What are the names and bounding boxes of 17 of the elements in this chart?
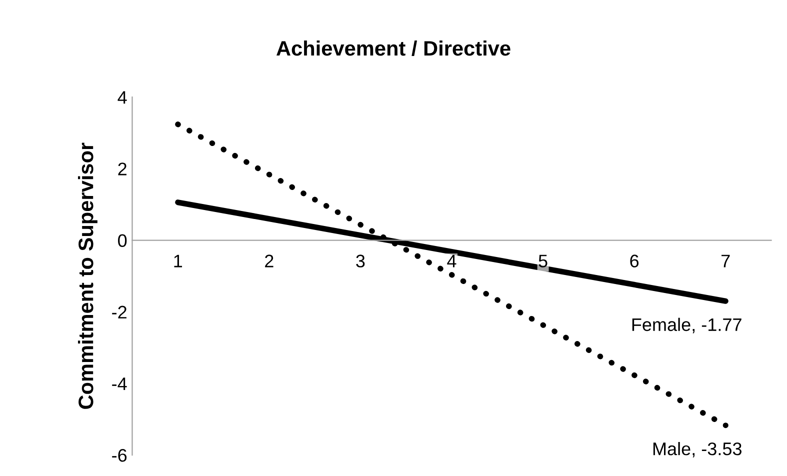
x-tick-label: 6	[630, 254, 639, 268]
y-tick-label: -4	[112, 378, 127, 390]
y-axis-title: Commitment to Supervisor	[78, 142, 98, 409]
x-tick-label: 1	[174, 254, 182, 268]
x-tick-label: 5	[538, 254, 548, 268]
y-tick-label: 0	[118, 234, 127, 248]
y-tick-label: -2	[112, 306, 126, 318]
y-tick-label: 4	[118, 91, 127, 104]
annotation: Female, -1.77	[632, 318, 742, 334]
x-tick-label: 4	[447, 254, 456, 268]
annotation: Male, -3.53	[653, 442, 742, 458]
chart-title: Achievement / Directive	[276, 40, 510, 56]
x-tick-label: 2	[265, 254, 274, 268]
x-tick-label: 3	[356, 254, 365, 268]
y-tick-label: -6	[112, 448, 127, 462]
x-tick-label: 7	[722, 254, 730, 268]
y-tick-label: 2	[118, 162, 126, 176]
